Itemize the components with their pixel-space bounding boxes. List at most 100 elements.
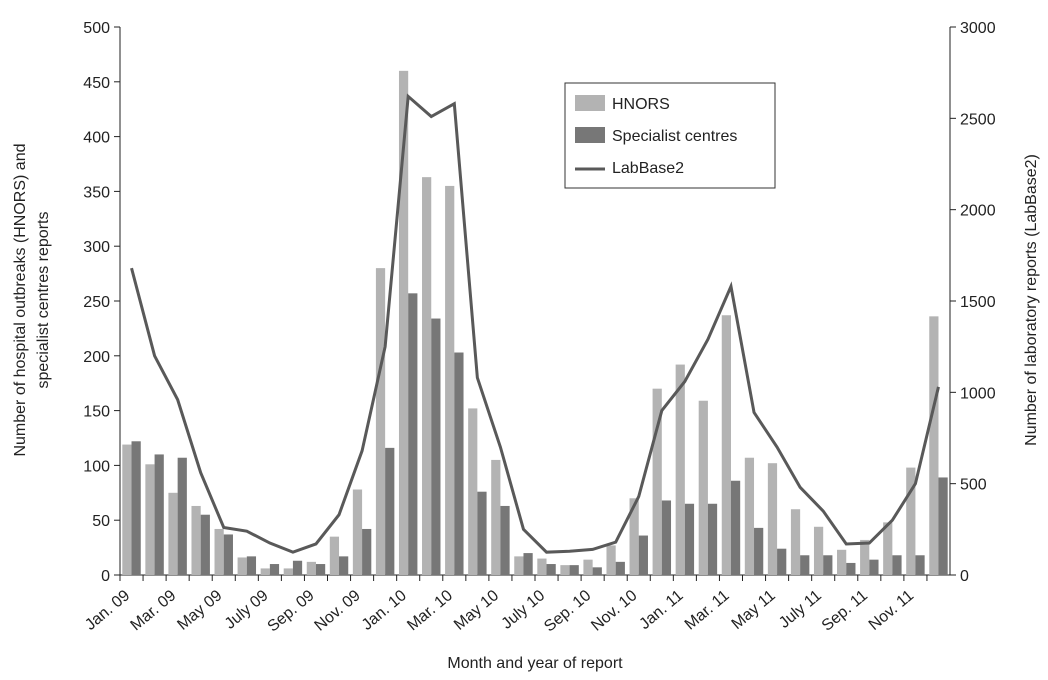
bar — [684, 503, 695, 575]
y-tick-label: 150 — [83, 404, 110, 421]
bar — [883, 522, 893, 575]
bar — [638, 535, 648, 575]
bar — [569, 565, 579, 575]
x-tick-label: Jan. 10 — [359, 587, 410, 634]
bar — [615, 561, 625, 575]
bar — [583, 559, 593, 575]
bar — [223, 534, 233, 575]
bar — [537, 558, 547, 575]
bar — [431, 318, 441, 575]
bar — [352, 489, 363, 575]
x-tick-label: July 10 — [498, 587, 548, 633]
legend-swatch — [575, 127, 605, 143]
bar — [329, 536, 340, 575]
bar — [661, 500, 672, 575]
bar — [652, 388, 662, 575]
x-tick-label: Nov. 09 — [312, 587, 364, 635]
bar — [131, 441, 141, 575]
bar — [744, 457, 755, 575]
bar — [915, 555, 925, 575]
bar — [122, 444, 132, 575]
x-tick-label: May 09 — [174, 587, 225, 634]
bar — [606, 545, 616, 575]
bar — [422, 177, 432, 576]
bar — [754, 527, 764, 575]
bar — [707, 503, 718, 575]
y-tick-label: 250 — [83, 294, 110, 311]
y-axis-title: specialist centres reports — [35, 212, 52, 389]
y-tick-label: 450 — [83, 75, 110, 92]
y2-tick-label: 500 — [960, 477, 987, 494]
bar — [468, 408, 478, 575]
x-tick-label: Mar. 09 — [128, 587, 180, 634]
y-tick-label: 400 — [83, 130, 110, 147]
legend-label: LabBase2 — [612, 160, 684, 177]
bar — [846, 562, 856, 575]
bar — [246, 556, 257, 575]
bar — [315, 564, 326, 575]
x-tick-label: Jan. 09 — [82, 587, 133, 634]
bar — [500, 505, 510, 575]
y-tick-label: 50 — [92, 513, 110, 530]
x-tick-label: Mar. 11 — [682, 587, 733, 634]
y-tick-label: 100 — [83, 458, 110, 475]
bar — [721, 315, 731, 575]
bar — [823, 555, 833, 575]
bar — [375, 268, 386, 575]
bar — [362, 528, 372, 575]
bar — [260, 568, 270, 575]
y2-tick-label: 1000 — [960, 385, 996, 402]
bar — [514, 556, 524, 575]
bar — [777, 548, 787, 575]
bar — [283, 568, 293, 575]
y2-tick-label: 2000 — [960, 203, 996, 220]
bar — [730, 480, 741, 575]
x-tick-label: Mar. 10 — [404, 587, 456, 634]
legend-label: HNORS — [612, 96, 670, 113]
x-axis-title: Month and year of report — [447, 655, 623, 672]
bar — [790, 509, 801, 575]
bar — [408, 293, 418, 575]
bar — [445, 185, 455, 576]
x-tick-label: July 11 — [776, 587, 825, 632]
bar — [237, 557, 247, 575]
bar — [592, 567, 602, 575]
y2-axis-title: Number of laboratory reports (LabBase2) — [1023, 154, 1040, 446]
x-tick-label: May 11 — [729, 587, 779, 633]
bar — [306, 561, 316, 575]
bar — [892, 555, 902, 575]
bar — [398, 70, 409, 575]
bar — [269, 564, 280, 575]
bar — [560, 565, 570, 575]
bar — [675, 364, 685, 575]
bar — [454, 352, 464, 575]
bar — [385, 447, 395, 575]
bar — [292, 560, 303, 575]
bar — [813, 526, 824, 575]
y2-tick-label: 1500 — [960, 294, 996, 311]
bar — [145, 464, 155, 575]
bar — [869, 559, 879, 575]
line — [130, 93, 940, 554]
bar — [800, 555, 810, 575]
bar — [177, 457, 187, 575]
y-tick-label: 0 — [101, 568, 110, 585]
legend-label: Specialist centres — [612, 128, 737, 145]
legend-swatch — [575, 95, 605, 111]
x-tick-label: Jan. 11 — [636, 587, 686, 633]
bar — [339, 556, 349, 575]
y2-tick-label: 0 — [960, 568, 969, 585]
bar — [191, 505, 201, 575]
y2-tick-label: 2500 — [960, 111, 996, 128]
bar — [938, 477, 948, 575]
bar — [214, 528, 224, 575]
bar — [837, 549, 847, 575]
x-tick-label: May 10 — [451, 587, 502, 634]
x-tick-label: Nov. 11 — [866, 587, 917, 634]
bar — [154, 454, 164, 575]
x-tick-label: Sep. 09 — [265, 587, 318, 636]
x-tick-label: Sep. 10 — [541, 587, 594, 636]
bar — [860, 539, 870, 575]
bar — [523, 553, 533, 575]
